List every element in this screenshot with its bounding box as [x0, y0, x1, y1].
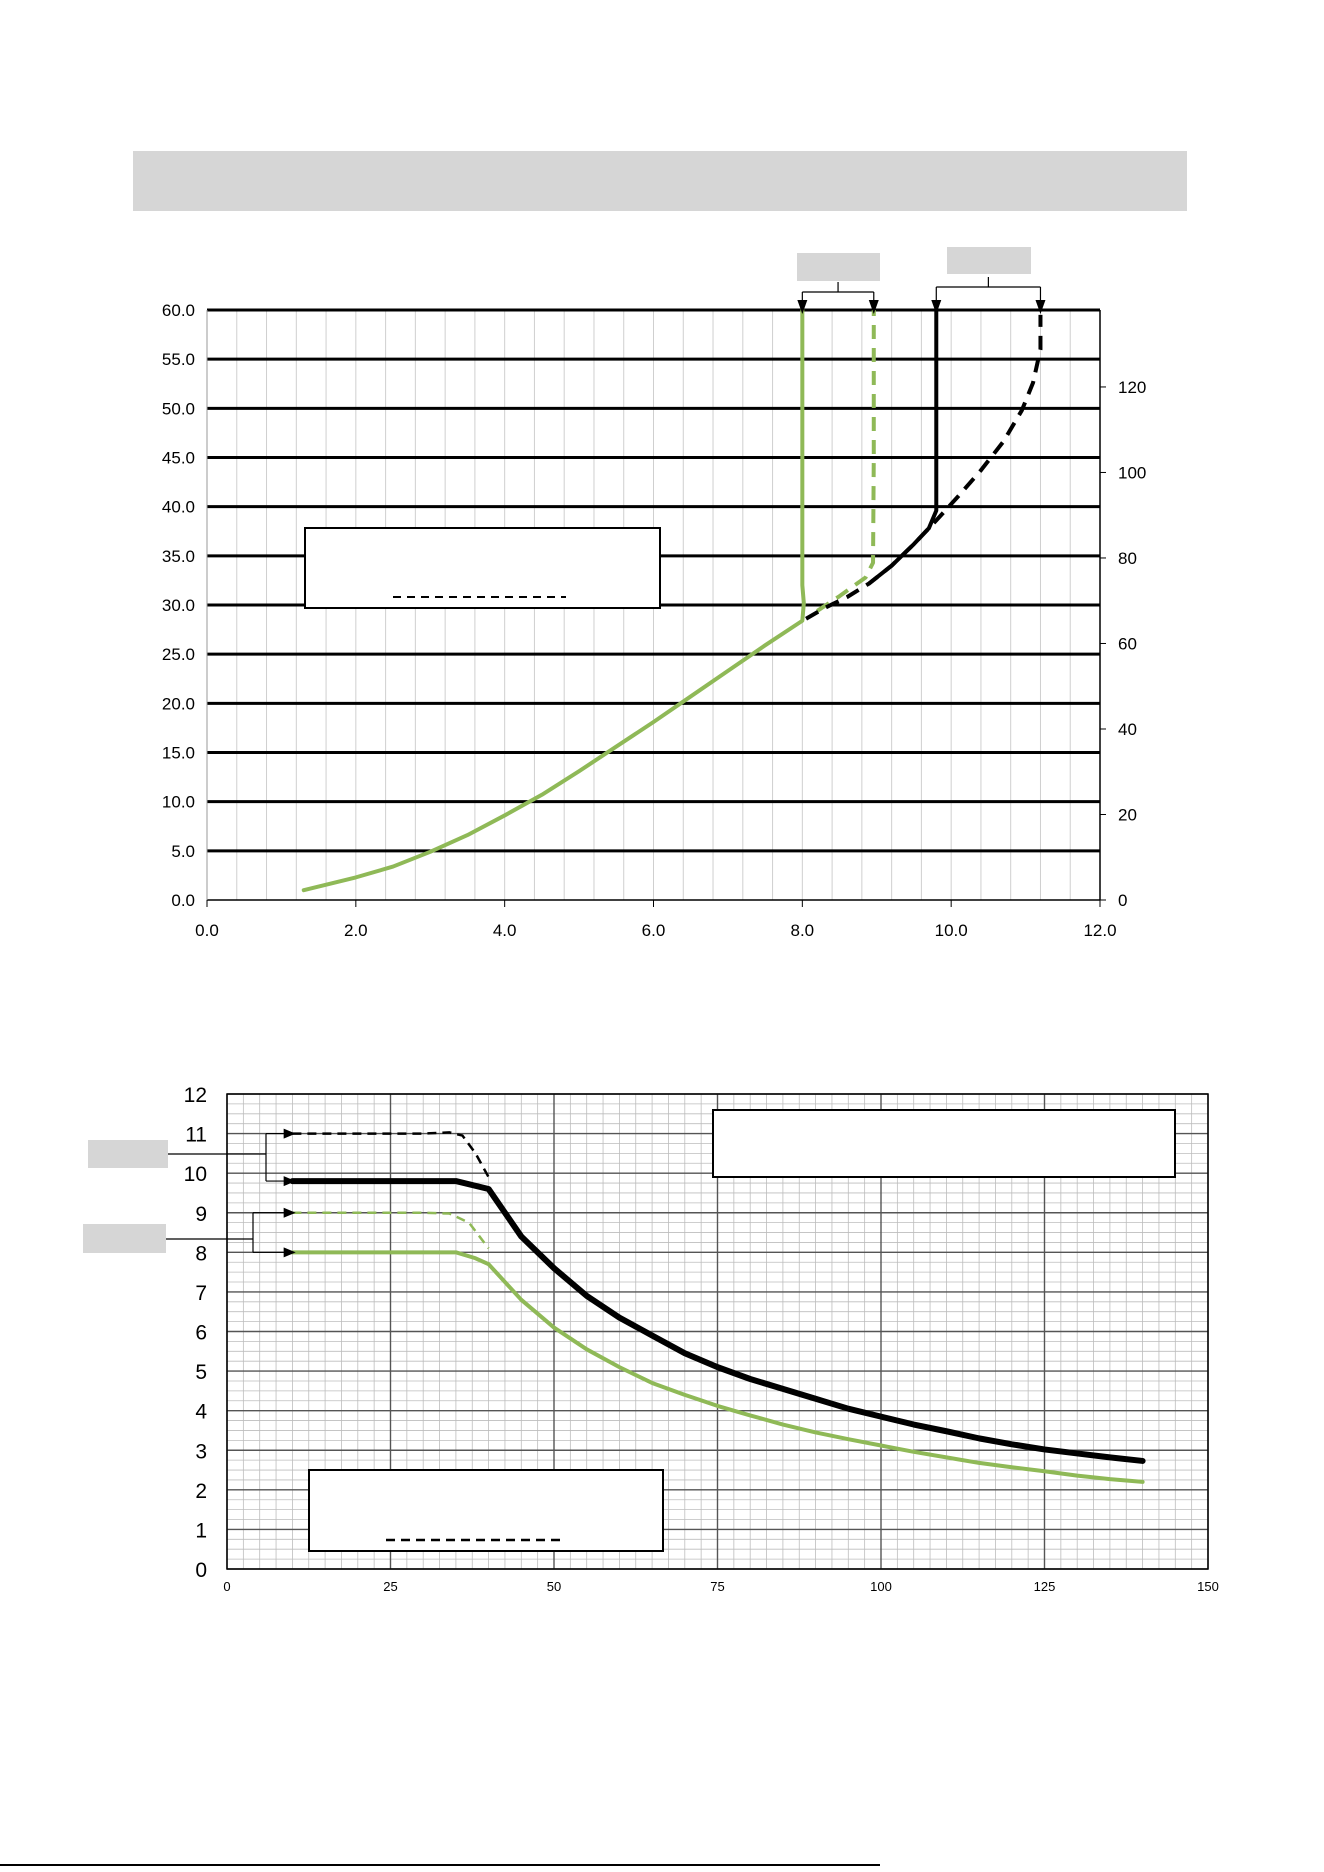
y-tick-label: 30.0: [162, 596, 195, 615]
y-tick-label: 50.0: [162, 399, 195, 418]
y-tick-label: 7: [195, 1282, 207, 1305]
series-black-dashed: [805, 314, 1043, 621]
x-tick-label: 0: [223, 1579, 230, 1594]
arrow-head: [283, 1207, 296, 1218]
y-tick-label: 10: [184, 1163, 207, 1186]
y2-tick-label: 40: [1118, 720, 1137, 739]
x-tick-label: 75: [710, 1579, 724, 1594]
y-tick-label: 6: [195, 1322, 207, 1345]
y-tick-label: 10.0: [162, 793, 195, 812]
y2-tick-label: 120: [1118, 378, 1146, 397]
arrow-head: [1035, 300, 1046, 314]
y-tick-label: 3: [195, 1440, 207, 1463]
y-tick-label: 45.0: [162, 449, 195, 468]
x-tick-label: 100: [870, 1579, 892, 1594]
y-tick-label: 12: [184, 1084, 207, 1107]
legend-box-top: [712, 1109, 1176, 1178]
x-tick-label: 4.0: [493, 921, 517, 940]
callout-green: [797, 253, 880, 281]
x-tick-label: 150: [1197, 1579, 1219, 1594]
x-tick-label: 0.0: [195, 921, 219, 940]
x-tick-label: 25: [383, 1579, 397, 1594]
y-tick-label: 60.0: [162, 301, 195, 320]
arrow-head: [283, 1128, 296, 1139]
y2-tick-label: 100: [1118, 463, 1146, 482]
series-green-solid: [301, 308, 806, 893]
arrow-head: [931, 300, 942, 314]
y-tick-label: 40.0: [162, 498, 195, 517]
series-green-dashed: [292, 1211, 490, 1250]
chart-1: 0.0 5.0 10.0 15.0 20.0 25.0 30.0 35.0 40.0 45.0 50…: [162, 247, 1146, 940]
y-tick-label: 9: [195, 1203, 207, 1226]
y-tick-label: 8: [195, 1242, 207, 1265]
series-green-solid: [290, 1250, 1145, 1484]
series-black-solid: [867, 308, 939, 586]
y-tick-label: 35.0: [162, 547, 195, 566]
callout-green: [83, 1224, 166, 1253]
bracket-green: [797, 282, 879, 314]
arrow-head: [283, 1247, 296, 1258]
y-tick-label: 0: [195, 1559, 207, 1582]
legend-box: [304, 527, 661, 609]
callout-black: [88, 1140, 168, 1168]
y-tick-label: 1: [195, 1519, 207, 1542]
header-band: [133, 151, 1187, 211]
x-tick-label: 12.0: [1083, 921, 1116, 940]
series-black-solid: [289, 1178, 1146, 1464]
y2-tick-label: 60: [1118, 634, 1137, 653]
y-tick-label: 2: [195, 1480, 207, 1503]
x-tick-label: 50: [547, 1579, 561, 1594]
y-tick-label: 5.0: [171, 842, 195, 861]
y-tick-label: 5: [195, 1361, 207, 1384]
y2-tick-label: 0: [1118, 891, 1127, 910]
bottom-rule: [0, 1864, 880, 1866]
callout-black: [947, 247, 1031, 274]
y-tick-label: 25.0: [162, 645, 195, 664]
plot-frame: [226, 1093, 1209, 1570]
x-tick-label: 2.0: [344, 921, 368, 940]
series-black-dashed: [292, 1131, 490, 1178]
leader-black: [168, 1128, 296, 1187]
y-tick-label: 0.0: [171, 891, 195, 910]
y-tick-label: 15.0: [162, 744, 195, 763]
x-tick-label: 125: [1034, 1579, 1056, 1594]
legend-box-bottom: [308, 1469, 664, 1552]
y2-tick-label: 20: [1118, 805, 1137, 824]
arrow-head: [283, 1176, 296, 1187]
y-tick-label: 11: [185, 1124, 207, 1147]
x-tick-label: 6.0: [642, 921, 666, 940]
x-tick-label: 10.0: [935, 921, 968, 940]
arrow-head: [797, 300, 808, 314]
y2-tick-label: 80: [1118, 549, 1137, 568]
leader-green: [166, 1207, 296, 1258]
x-tick-label: 8.0: [791, 921, 815, 940]
arrow-head: [868, 300, 879, 314]
y-tick-label: 20.0: [162, 694, 195, 713]
bracket-black: [931, 277, 1046, 314]
y-tick-label: 4: [195, 1401, 207, 1424]
y-tick-label: 55.0: [162, 350, 195, 369]
